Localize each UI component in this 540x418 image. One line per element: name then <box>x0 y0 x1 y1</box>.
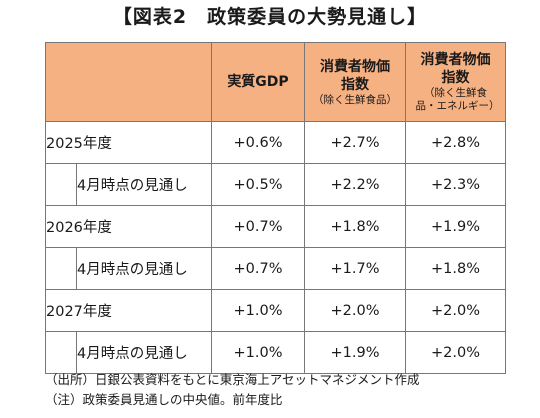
header-sublabel: （除く生鮮食品） <box>313 93 397 106</box>
header-label: 消費者物価 指数 <box>320 58 390 93</box>
value-cell: +1.9% <box>405 205 506 248</box>
value-cell: +0.7% <box>211 205 305 248</box>
year-label: 2025年度 <box>45 121 212 164</box>
value-cell: +0.5% <box>211 163 305 206</box>
value-cell: +2.0% <box>405 289 506 332</box>
table-row: 2025年度 +0.6% +2.7% +2.8% <box>45 121 506 164</box>
table-row: 2027年度 +1.0% +2.0% +2.0% <box>45 289 506 332</box>
value-cell: +2.0% <box>405 331 506 374</box>
page-title: 【図表2 政策委員の大勢見通し】 <box>112 6 428 28</box>
header-sublabel: （除く生鮮食品・エネルギー） <box>415 87 500 112</box>
year-label: 2027年度 <box>45 289 212 332</box>
sub-label: 4月時点の見通し <box>76 163 212 206</box>
table-row: 2026年度 +0.7% +1.8% +1.9% <box>45 205 506 248</box>
sub-label: 4月時点の見通し <box>76 247 212 290</box>
value-cell: +2.3% <box>405 163 506 206</box>
header-label: 消費者物価 指数 <box>420 52 491 86</box>
value-cell: +0.7% <box>211 247 305 290</box>
table-row: 4月時点の見通し +0.5% +2.2% +2.3% <box>45 163 506 206</box>
value-cell: +1.7% <box>304 247 406 290</box>
value-cell: +0.6% <box>211 121 305 164</box>
value-cell: +2.8% <box>405 121 506 164</box>
header-cpi-core-core: 消費者物価 指数 （除く生鮮食品・エネルギー） <box>405 42 506 122</box>
sub-label: 4月時点の見通し <box>76 331 212 374</box>
footnotes: （出所）日銀公表資料をもとに東京海上アセットマネジメント作成 （注）政策委員見通… <box>45 370 420 410</box>
indent-cell <box>45 331 77 374</box>
value-cell: +1.8% <box>405 247 506 290</box>
indent-cell <box>45 247 77 290</box>
value-cell: +1.9% <box>304 331 406 374</box>
table-row: 4月時点の見通し +0.7% +1.7% +1.8% <box>45 247 506 290</box>
footnote: （注）政策委員見通しの中央値。前年度比 <box>45 392 283 407</box>
forecast-table: 実質GDP 消費者物価 指数 （除く生鮮食品） 消費者物価 指数 （除く生鮮食品… <box>45 42 506 374</box>
table-header-row: 実質GDP 消費者物価 指数 （除く生鮮食品） 消費者物価 指数 （除く生鮮食品… <box>45 42 506 122</box>
value-cell: +2.2% <box>304 163 406 206</box>
value-cell: +2.7% <box>304 121 406 164</box>
header-real-gdp: 実質GDP <box>211 42 305 122</box>
header-cpi-core: 消費者物価 指数 （除く生鮮食品） <box>304 42 406 122</box>
value-cell: +1.0% <box>211 331 305 374</box>
value-cell: +2.0% <box>304 289 406 332</box>
value-cell: +1.8% <box>304 205 406 248</box>
header-label: 実質GDP <box>227 74 289 90</box>
source-note: （出所）日銀公表資料をもとに東京海上アセットマネジメント作成 <box>45 372 420 387</box>
value-cell: +1.0% <box>211 289 305 332</box>
year-label: 2026年度 <box>45 205 212 248</box>
header-blank-cell <box>45 42 212 122</box>
indent-cell <box>45 163 77 206</box>
table-row: 4月時点の見通し +1.0% +1.9% +2.0% <box>45 331 506 374</box>
